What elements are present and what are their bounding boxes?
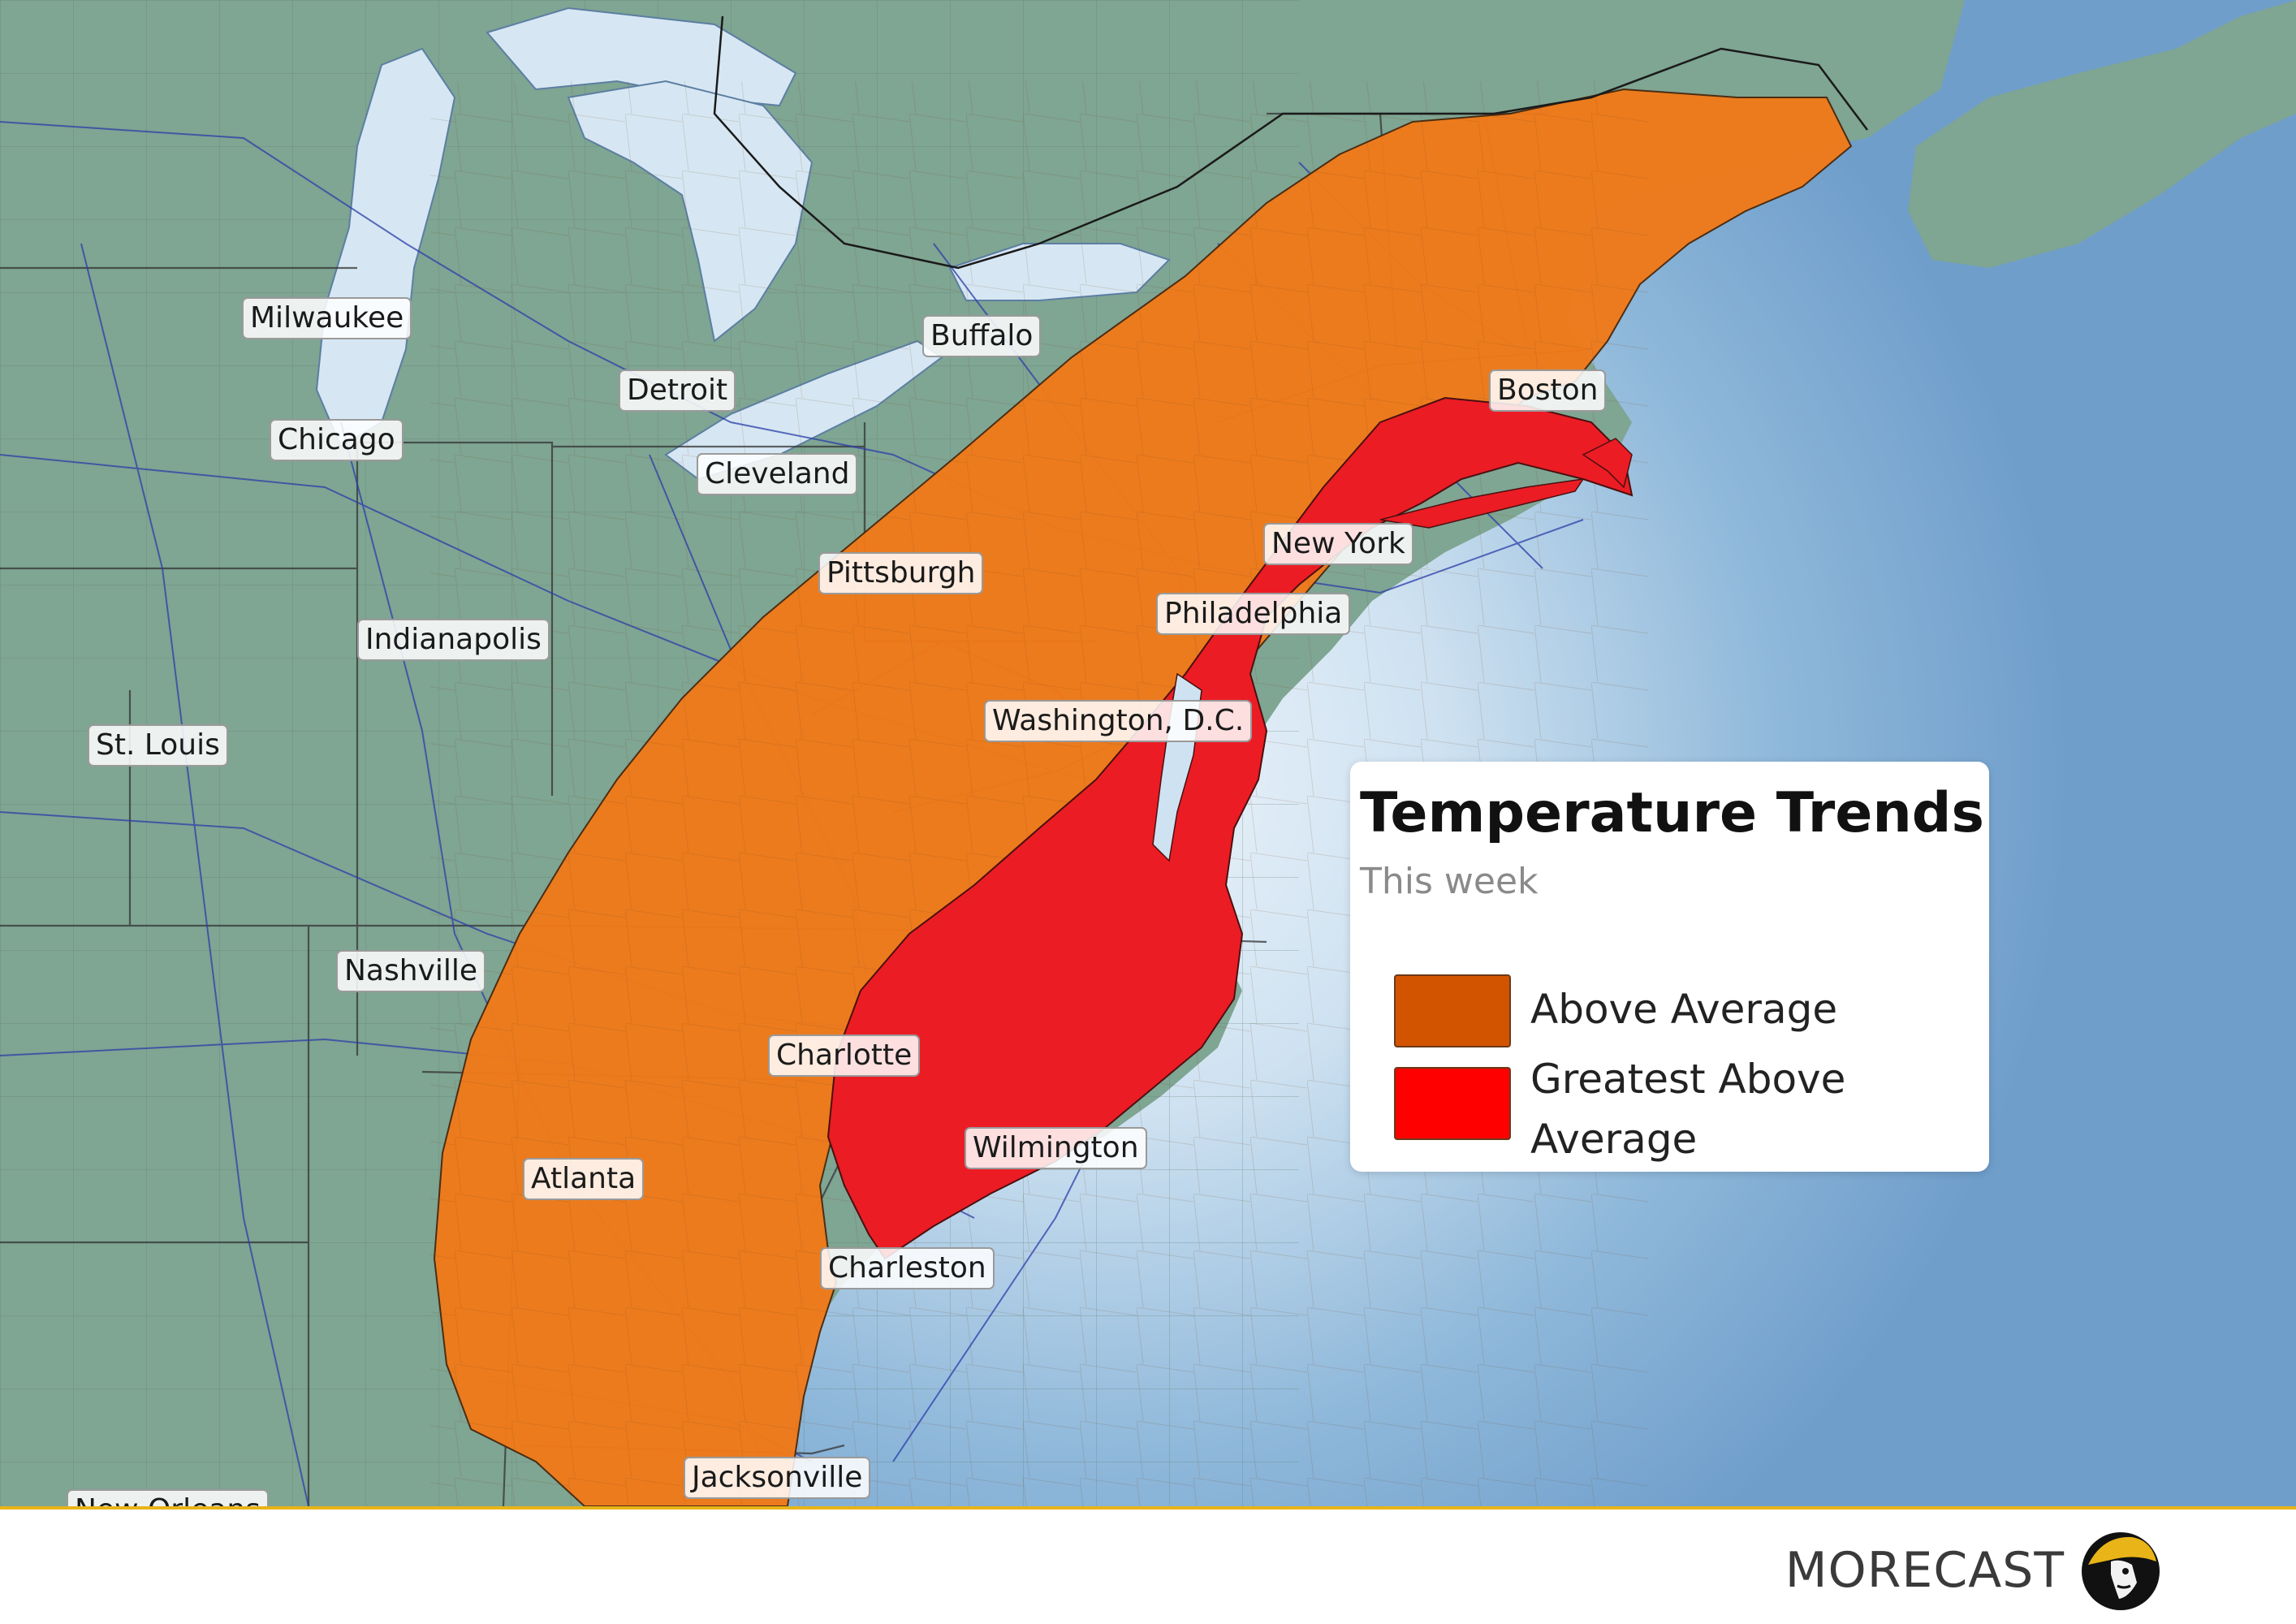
long-island: [1379, 478, 1585, 529]
city-label: Detroit: [619, 369, 736, 412]
legend-swatch-above-average: [1394, 974, 1511, 1047]
legend-label-greatest: Greatest Above Average: [1530, 1056, 1846, 1163]
city-name: New Orleans: [75, 1493, 261, 1506]
city-name: Detroit: [627, 374, 728, 407]
city-label: Atlanta: [523, 1158, 645, 1200]
city-name: Buffalo: [930, 319, 1034, 352]
city-name: Chicago: [278, 423, 395, 456]
morecast-logo-icon: [2082, 1532, 2160, 1610]
city-name: Atlanta: [531, 1162, 637, 1195]
city-label: New York: [1263, 523, 1413, 565]
footer-bar: MORECAST: [0, 1506, 2296, 1624]
legend-label-above-average: Above Average: [1530, 986, 1838, 1033]
city-label: New Orleans: [67, 1489, 269, 1506]
city-name: Boston: [1497, 374, 1599, 407]
city-label: Cleveland: [697, 453, 858, 495]
cape-cod: [1582, 438, 1633, 489]
map-canvas: [0, 0, 2296, 1506]
city-label: Buffalo: [922, 315, 1042, 357]
city-label: Boston: [1489, 369, 1607, 412]
city-label: Wilmington: [965, 1127, 1147, 1169]
brand-wordmark: MORECAST: [1785, 1542, 2065, 1599]
city-name: Charleston: [828, 1251, 986, 1285]
greatest-above-average-region: [826, 396, 1634, 1260]
land-maritimes: [1908, 0, 2296, 268]
city-name: Milwaukee: [250, 301, 404, 335]
legend-subtitle: This week: [1360, 861, 1539, 902]
city-name: Cleveland: [705, 457, 850, 490]
city-name: Wilmington: [973, 1131, 1139, 1164]
border-line: [713, 15, 1868, 270]
legend-swatch-greatest: [1394, 1067, 1511, 1140]
city-label: Charlotte: [768, 1034, 921, 1077]
city-label: Washington, D.C.: [984, 700, 1253, 742]
city-label: Charleston: [820, 1247, 995, 1289]
city-name: Indianapolis: [365, 623, 542, 656]
city-name: St. Louis: [96, 728, 220, 762]
city-label: Philadelphia: [1156, 593, 1351, 635]
city-label: Jacksonville: [684, 1457, 871, 1499]
city-name: New York: [1271, 527, 1405, 560]
city-label: Pittsburgh: [818, 552, 984, 594]
city-name: Charlotte: [776, 1039, 913, 1072]
city-name: Washington, D.C.: [992, 704, 1245, 737]
city-label: Milwaukee: [242, 297, 412, 339]
city-name: Philadelphia: [1164, 597, 1343, 630]
city-label: Nashville: [336, 950, 486, 992]
city-name: Jacksonville: [692, 1461, 863, 1494]
legend-title: Temperature Trends: [1360, 781, 1984, 845]
city-label: Indianapolis: [357, 619, 550, 661]
city-label: St. Louis: [88, 724, 228, 767]
legend-panel: Temperature Trends This week Above Avera…: [1350, 762, 1989, 1172]
city-name: Nashville: [344, 954, 478, 987]
city-name: Pittsburgh: [826, 556, 976, 590]
map-area: Milwaukee Detroit Buffalo Boston Chicago…: [0, 0, 2296, 1506]
city-label: Chicago: [270, 419, 404, 461]
